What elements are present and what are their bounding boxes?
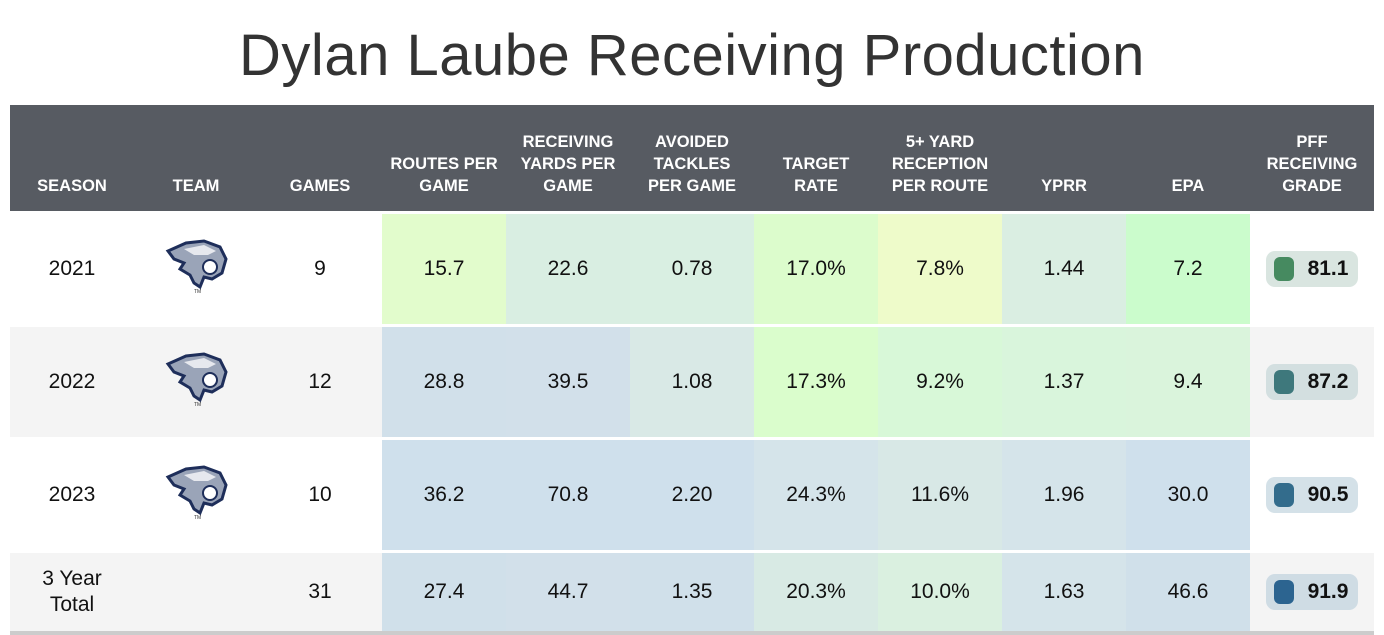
column-header: 5+ YARD RECEPTION PER ROUTE xyxy=(878,105,1002,213)
grade-badge: 81.1 xyxy=(1265,251,1359,287)
stat-cell: 46.6 xyxy=(1126,550,1250,635)
team-cell xyxy=(134,550,258,635)
table-row: 2022 TM 12 28.8 39.5 1.08 17.3% 9.2% 1.37 9.4 87.2 xyxy=(10,324,1374,439)
stat-cell: 36.2 xyxy=(382,437,506,552)
stat-cell: 1.37 xyxy=(1002,324,1126,439)
column-header: RECEIVING YARDS PER GAME xyxy=(506,105,630,213)
grade-cell: 87.2 xyxy=(1250,324,1374,439)
grade-cell: 81.1 xyxy=(1250,211,1374,326)
chart-title: Dylan Laube Receiving Production xyxy=(239,23,1145,88)
svg-text:TM: TM xyxy=(194,515,201,521)
column-header: EPA xyxy=(1126,105,1250,213)
stat-cell: 17.3% xyxy=(754,324,878,439)
column-header: YPRR xyxy=(1002,105,1126,213)
grade-value: 91.9 xyxy=(1307,580,1349,603)
column-header: PFF RECEIVING GRADE xyxy=(1250,105,1374,213)
games-cell: 31 xyxy=(258,550,382,635)
stat-cell: 28.8 xyxy=(382,324,506,439)
grade-badge: 91.9 xyxy=(1265,574,1359,610)
stat-cell: 27.4 xyxy=(382,550,506,635)
stat-cell: 10.0% xyxy=(878,550,1002,635)
stat-cell: 7.8% xyxy=(878,211,1002,326)
stat-cell: 11.6% xyxy=(878,437,1002,552)
stat-cell: 39.5 xyxy=(506,324,630,439)
team-cell: TM xyxy=(134,437,258,552)
stat-cell: 1.44 xyxy=(1002,211,1126,326)
grade-color-icon xyxy=(1273,483,1294,507)
stat-cell: 22.6 xyxy=(506,211,630,326)
svg-text:TM: TM xyxy=(194,289,201,295)
games-cell: 9 xyxy=(258,211,382,326)
table-row: 3 Year Total 31 27.4 44.7 1.35 20.3% 10.0% 1.63… xyxy=(10,550,1374,635)
season-cell: 2023 xyxy=(10,437,134,552)
grade-value: 81.1 xyxy=(1307,257,1349,280)
column-header: GAMES xyxy=(258,105,382,213)
stat-cell: 1.08 xyxy=(630,324,754,439)
grade-value: 87.2 xyxy=(1307,370,1349,393)
stat-cell: 24.3% xyxy=(754,437,878,552)
stat-cell: 30.0 xyxy=(1126,437,1250,552)
stat-cell: 9.4 xyxy=(1126,324,1250,439)
header-row: SEASON TEAM GAMES ROUTES PER GAME RECEIVING … xyxy=(10,105,1374,213)
wildcat-logo-icon: TM xyxy=(164,239,228,300)
stats-table: SEASON TEAM GAMES ROUTES PER GAME RECEIVING … xyxy=(10,105,1374,635)
stat-cell: 0.78 xyxy=(630,211,754,326)
grade-cell: 91.9 xyxy=(1250,550,1374,635)
stat-cell: 70.8 xyxy=(506,437,630,552)
stat-cell: 2.20 xyxy=(630,437,754,552)
stat-cell: 15.7 xyxy=(382,211,506,326)
grade-color-icon xyxy=(1273,370,1294,394)
grade-badge: 87.2 xyxy=(1265,364,1359,400)
table-row: 2021 TM 9 15.7 22.6 0.78 17.0% 7.8% 1.44 7.2 81.1 xyxy=(10,211,1374,326)
grade-value: 90.5 xyxy=(1307,483,1349,506)
games-cell: 12 xyxy=(258,324,382,439)
column-header: AVOIDED TACKLES PER GAME xyxy=(630,105,754,213)
stat-cell: 1.63 xyxy=(1002,550,1126,635)
stat-cell: 7.2 xyxy=(1126,211,1250,326)
wildcat-logo-icon: TM xyxy=(164,465,228,526)
season-cell: 2022 xyxy=(10,324,134,439)
grade-cell: 90.5 xyxy=(1250,437,1374,552)
wildcat-logo-icon: TM xyxy=(164,352,228,413)
season-cell: 3 Year Total xyxy=(10,550,134,635)
games-cell: 10 xyxy=(258,437,382,552)
column-header: ROUTES PER GAME xyxy=(382,105,506,213)
stat-cell: 1.35 xyxy=(630,550,754,635)
column-header: TEAM xyxy=(134,105,258,213)
season-cell: 2021 xyxy=(10,211,134,326)
grade-color-icon xyxy=(1273,580,1294,604)
team-cell: TM xyxy=(134,211,258,326)
stat-cell: 20.3% xyxy=(754,550,878,635)
stat-cell: 9.2% xyxy=(878,324,1002,439)
stat-cell: 44.7 xyxy=(506,550,630,635)
stat-cell: 17.0% xyxy=(754,211,878,326)
grade-badge: 90.5 xyxy=(1265,477,1359,513)
team-cell: TM xyxy=(134,324,258,439)
grade-color-icon xyxy=(1273,257,1294,281)
column-header: SEASON xyxy=(10,105,134,213)
table-row: 2023 TM 10 36.2 70.8 2.20 24.3% 11.6% 1.96 30.0 90… xyxy=(10,437,1374,552)
svg-text:TM: TM xyxy=(194,402,201,408)
column-header: TARGET RATE xyxy=(754,105,878,213)
stat-cell: 1.96 xyxy=(1002,437,1126,552)
